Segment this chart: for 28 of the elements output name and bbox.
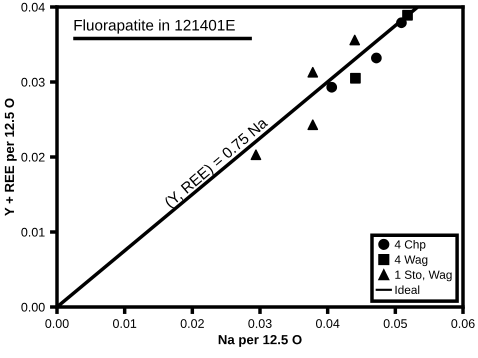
- y-tick-label: 0.03: [21, 78, 45, 87]
- x-axis-title: Na per 12.5 O: [218, 334, 302, 347]
- x-tick-label: 0.03: [248, 319, 272, 328]
- x-tick-label: 0.06: [451, 319, 475, 328]
- legend-label: 4 Wag: [394, 256, 428, 266]
- point: [402, 10, 413, 21]
- point: [250, 149, 262, 160]
- x-tick-label: 0.00: [45, 319, 69, 328]
- point: [371, 52, 382, 64]
- point: [349, 34, 360, 46]
- y-tick-label: 0.01: [21, 228, 45, 237]
- point: [307, 119, 318, 130]
- legend-label: 1 Sto, Wag: [395, 270, 452, 282]
- y-tick-label: 0.02: [21, 152, 45, 162]
- point: [350, 72, 361, 84]
- point: [307, 66, 318, 78]
- point: [396, 17, 407, 28]
- x-tick-label: 0.04: [316, 319, 340, 328]
- x-tick-label: 0.02: [180, 319, 204, 328]
- y-tick-label: 0.00: [21, 302, 45, 312]
- text: Fluorapatite in 121401E: [74, 19, 235, 34]
- y-tick-label: 0.04: [21, 2, 45, 12]
- x-tick-label: 0.01: [112, 319, 136, 328]
- x-tick-label: 0.05: [384, 319, 407, 328]
- legend-label: 4 Chp: [394, 240, 426, 251]
- legend-label: Ideal: [396, 285, 420, 294]
- y-axis-title: Y + REE per 12.5 O: [4, 98, 17, 216]
- point: [326, 82, 338, 93]
